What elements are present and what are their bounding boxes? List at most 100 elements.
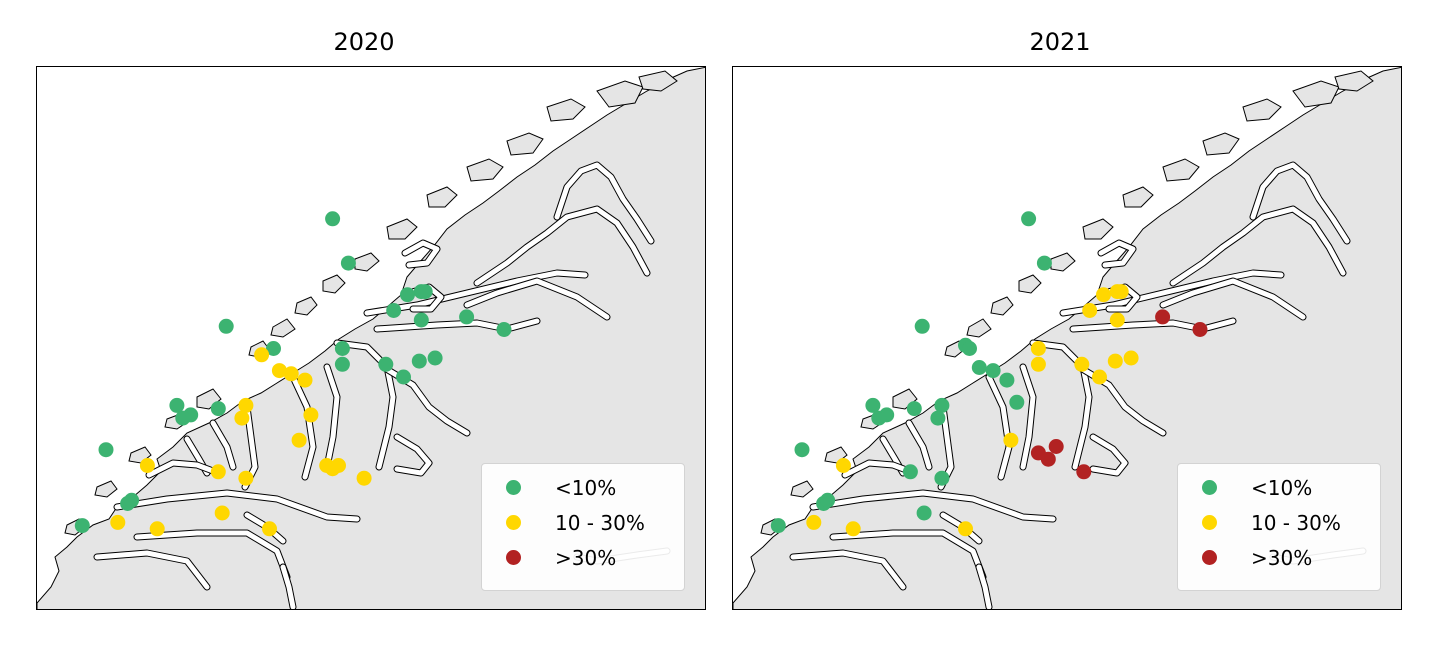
- site-marker-lt10: [871, 410, 887, 426]
- site-marker-lt10: [934, 397, 950, 413]
- island-shape: [1202, 132, 1240, 156]
- site-marker-mid: [1003, 432, 1019, 448]
- fjord-water: [94, 550, 210, 590]
- site-marker-mid: [1107, 353, 1123, 369]
- fjord-water: [906, 420, 932, 470]
- sites-layer: [770, 211, 1208, 537]
- site-marker-lt10: [906, 401, 922, 417]
- island-shape: [1050, 252, 1076, 272]
- legend-marker-gt30: [506, 550, 521, 565]
- site-marker-mid: [262, 521, 277, 537]
- site-marker-mid: [210, 464, 226, 480]
- fjord-water: [842, 460, 912, 478]
- island-shape: [506, 132, 544, 156]
- fjord-water: [134, 530, 290, 580]
- legend-label: <10%: [555, 475, 617, 500]
- island-shape: [1162, 158, 1200, 182]
- site-marker-mid: [1082, 303, 1098, 318]
- site-marker-lt10: [1036, 255, 1052, 271]
- map-frame: <10% 10 - 30% >30%: [36, 66, 706, 610]
- legend-label: >30%: [1251, 545, 1313, 570]
- site-marker-lt10: [74, 518, 90, 534]
- site-marker-lt10: [962, 341, 977, 356]
- site-marker-mid: [283, 366, 299, 382]
- site-marker-lt10: [930, 410, 946, 426]
- fjord-water: [554, 162, 654, 244]
- fjord-water: [810, 490, 1056, 522]
- fjord-water: [830, 530, 986, 580]
- legend-item-gt30: >30%: [494, 540, 672, 575]
- fjord-water: [364, 270, 588, 316]
- legend-marker-mid: [506, 515, 521, 530]
- fjord-water: [280, 564, 296, 609]
- fjord-water: [1170, 206, 1346, 286]
- site-marker-lt10: [985, 363, 1001, 379]
- site-marker-mid: [1092, 369, 1107, 385]
- site-marker-mid: [958, 521, 973, 537]
- site-marker-lt10: [934, 470, 950, 486]
- fjord-water: [1250, 162, 1350, 244]
- site-marker-mid: [1123, 350, 1139, 366]
- site-marker-lt10: [794, 442, 810, 458]
- fjord-water: [334, 340, 396, 470]
- site-marker-lt10: [427, 350, 443, 366]
- site-marker-lt10: [1021, 211, 1037, 227]
- site-marker-lt10: [496, 322, 512, 337]
- fjord-water: [464, 278, 610, 320]
- site-marker-gt30: [1155, 309, 1171, 325]
- site-marker-gt30: [1048, 439, 1064, 454]
- panel-title: 2021: [1029, 28, 1091, 56]
- island-shape: [322, 274, 346, 294]
- site-marker-mid: [835, 458, 851, 473]
- fjord-water: [986, 374, 1012, 480]
- site-marker-mid: [356, 470, 372, 486]
- island-shape: [1292, 80, 1340, 108]
- site-marker-lt10: [413, 312, 429, 328]
- legend: <10% 10 - 30% >30%: [481, 463, 685, 591]
- site-marker-lt10: [325, 211, 341, 227]
- site-marker-lt10: [914, 318, 930, 334]
- fjord-water: [1060, 270, 1284, 316]
- legend-label: 10 - 30%: [555, 510, 645, 535]
- site-marker-mid: [1096, 287, 1111, 303]
- site-marker-mid: [1109, 312, 1125, 328]
- island-shape: [638, 70, 678, 92]
- site-marker-lt10: [400, 287, 415, 303]
- island-shape: [1082, 218, 1114, 240]
- site-marker-lt10: [916, 505, 932, 521]
- site-marker-lt10: [378, 356, 394, 372]
- site-marker-lt10: [169, 397, 185, 413]
- legend-item-lt10: <10%: [1190, 470, 1368, 505]
- fjord-water: [394, 434, 432, 476]
- legend-marker-mid: [1202, 515, 1217, 530]
- site-marker-mid: [1030, 341, 1046, 356]
- legend-item-mid: 10 - 30%: [494, 505, 672, 540]
- fjord-water: [402, 240, 440, 268]
- site-marker-mid: [806, 514, 822, 530]
- site-marker-lt10: [1009, 394, 1025, 410]
- fjord-water: [290, 374, 316, 480]
- site-marker-lt10: [98, 442, 114, 458]
- island-shape: [1018, 274, 1042, 294]
- island-shape: [294, 296, 318, 316]
- site-marker-lt10: [971, 360, 987, 375]
- site-marker-lt10: [770, 518, 786, 534]
- island-shape: [546, 98, 586, 122]
- legend-label: >30%: [555, 545, 617, 570]
- site-marker-mid: [303, 407, 319, 423]
- legend-item-gt30: >30%: [1190, 540, 1368, 575]
- map-panel-2021: 2021 <10% 10 - 30% >30%: [720, 0, 1402, 654]
- fjord-water: [1070, 318, 1236, 332]
- site-marker-mid: [845, 521, 861, 537]
- site-marker-mid: [149, 521, 165, 537]
- site-marker-mid: [325, 461, 341, 477]
- site-marker-lt10: [865, 397, 881, 413]
- legend-item-lt10: <10%: [494, 470, 672, 505]
- island-shape: [596, 80, 644, 108]
- site-marker-lt10: [820, 492, 836, 508]
- island-shape: [1334, 70, 1374, 92]
- site-marker-mid: [1074, 356, 1090, 372]
- island-shape: [790, 480, 814, 498]
- island-shape: [1242, 98, 1282, 122]
- site-marker-lt10: [334, 356, 350, 372]
